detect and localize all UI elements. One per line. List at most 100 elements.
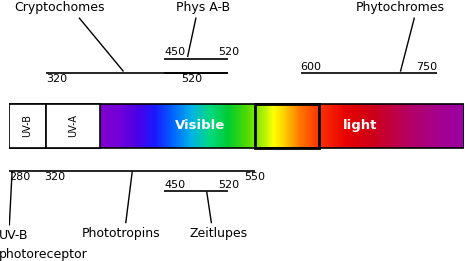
Bar [124, 104, 125, 149]
Bar [239, 104, 240, 149]
Bar [120, 104, 121, 149]
Bar [253, 104, 254, 149]
Bar [179, 104, 180, 149]
Bar [301, 104, 302, 149]
Bar [222, 104, 224, 149]
Bar [386, 104, 388, 149]
Bar [440, 104, 441, 149]
Bar [210, 104, 211, 149]
Bar [453, 104, 454, 149]
Bar [436, 104, 438, 149]
Bar [137, 104, 138, 149]
Bar [238, 104, 239, 149]
Bar [444, 104, 445, 149]
Bar [265, 104, 266, 149]
Bar [158, 104, 159, 149]
Bar [210, 104, 212, 149]
Bar [296, 104, 297, 149]
Text: Phototropins: Phototropins [82, 227, 160, 240]
Bar [348, 104, 349, 149]
Bar [421, 104, 422, 149]
Bar [121, 104, 122, 149]
Bar [385, 104, 386, 149]
Bar [197, 104, 198, 149]
Bar [377, 104, 378, 149]
Bar [374, 104, 375, 149]
Bar [250, 104, 251, 149]
Bar [459, 104, 460, 149]
Bar [338, 104, 339, 149]
Bar [189, 104, 190, 149]
Text: Phys A-B: Phys A-B [176, 1, 230, 14]
Bar [433, 104, 434, 149]
Bar [271, 104, 272, 149]
Bar [342, 104, 343, 149]
Bar [434, 104, 435, 149]
Bar [459, 104, 460, 149]
Bar [262, 104, 263, 149]
Bar [379, 104, 380, 149]
Bar [118, 104, 119, 149]
Bar [284, 104, 285, 149]
Bar [160, 104, 161, 149]
Bar [320, 104, 321, 149]
Bar [349, 104, 350, 149]
Bar [230, 104, 231, 149]
Bar [394, 104, 395, 149]
Bar [106, 104, 107, 149]
Bar [206, 104, 208, 149]
Bar [138, 104, 139, 149]
Bar [376, 104, 377, 149]
Bar [321, 104, 322, 149]
Bar [233, 104, 234, 149]
Bar [101, 104, 103, 149]
Bar [128, 104, 129, 149]
Bar [368, 104, 369, 149]
Bar [235, 104, 236, 149]
Bar [188, 104, 189, 149]
Bar [134, 104, 135, 149]
Bar [192, 104, 193, 149]
Bar [103, 104, 104, 149]
Bar [457, 104, 458, 149]
Bar [115, 104, 117, 149]
Bar [409, 104, 410, 149]
Bar [403, 104, 404, 149]
Bar [213, 104, 214, 149]
Bar [173, 104, 174, 149]
Bar [174, 104, 175, 149]
Bar [178, 104, 179, 149]
Bar [430, 104, 432, 149]
Bar [217, 104, 218, 149]
Bar [228, 104, 230, 149]
Bar [255, 104, 256, 149]
Bar [448, 104, 449, 149]
Bar [331, 104, 332, 149]
Bar [196, 104, 198, 149]
Bar [114, 104, 115, 149]
Bar [222, 104, 223, 149]
Bar [293, 104, 294, 149]
Bar [404, 104, 405, 149]
Bar [136, 104, 137, 149]
Bar [139, 104, 140, 149]
Bar [463, 104, 464, 149]
Bar [399, 104, 400, 149]
Bar [160, 104, 161, 149]
Bar [226, 104, 227, 149]
Bar [444, 104, 445, 149]
Bar [408, 104, 409, 149]
Bar [345, 104, 346, 149]
Bar [109, 104, 110, 149]
Bar [374, 104, 375, 149]
Bar [266, 104, 267, 149]
Bar [328, 104, 329, 149]
Bar [303, 104, 305, 149]
Bar [364, 104, 365, 149]
Bar [332, 104, 333, 149]
Bar [315, 104, 317, 149]
Bar [406, 104, 408, 149]
Text: 550: 550 [245, 172, 266, 182]
Bar [356, 104, 357, 149]
Bar [196, 104, 197, 149]
